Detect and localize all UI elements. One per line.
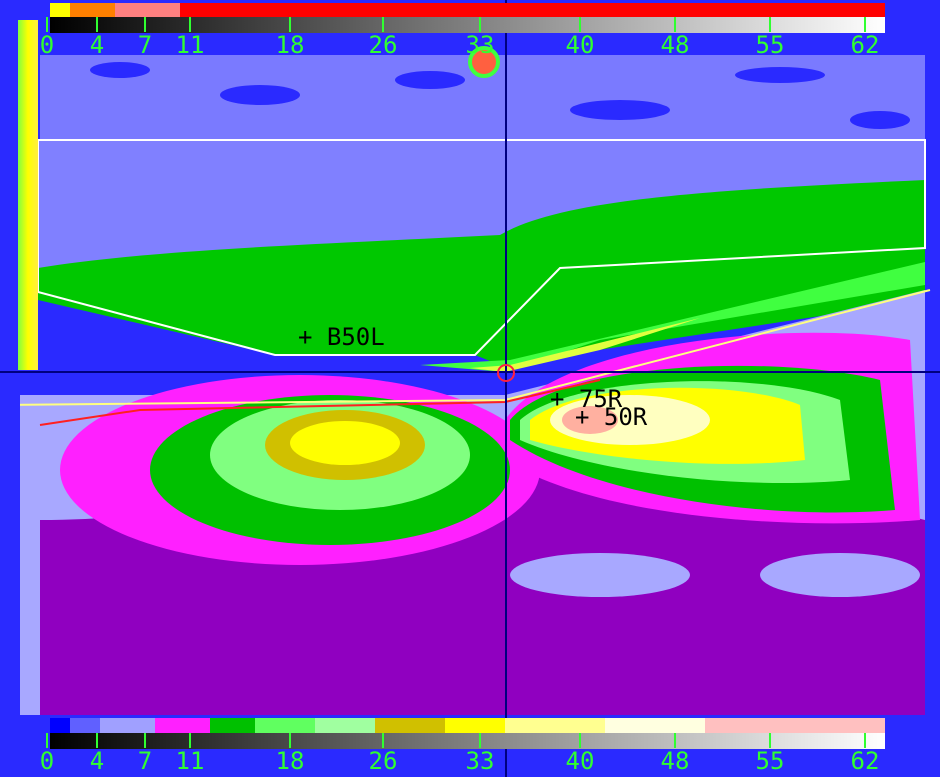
yellow-wedge — [470, 318, 700, 372]
scale-labels: 0 0 4 4 7 7 11 11 18 18 26 26 33 33 40 40 48 48 55 55 62 62 — [40, 17, 880, 775]
bottom-scale-label: 4 — [90, 747, 104, 775]
bottom-scale-label: 40 — [566, 747, 595, 775]
bottom-scale-label: 7 — [138, 747, 152, 775]
top-scale-label: 4 — [90, 31, 104, 59]
top-scale-label: 7 — [138, 31, 152, 59]
top-color-strip — [50, 3, 885, 17]
top-scale-label: 18 — [276, 31, 305, 59]
bottom-scale-label: 26 — [369, 747, 398, 775]
top-scale-label: 26 — [369, 31, 398, 59]
top-scale-label: 48 — [661, 31, 690, 59]
top-gray-strip — [50, 17, 885, 33]
lavender-blob — [510, 553, 690, 597]
r75-label: + 75R — [550, 385, 623, 413]
pink-core — [562, 406, 618, 434]
top-scale-label: 40 — [566, 31, 595, 59]
top-scale-label: 11 — [176, 31, 205, 59]
zone-polygon — [37, 139, 926, 356]
bottom-scale-label: 62 — [851, 747, 880, 775]
left-bar — [18, 20, 38, 370]
bottom-scale-label: 0 — [40, 747, 54, 775]
yellow-left — [290, 421, 400, 465]
r50-label: + 50R — [575, 403, 648, 431]
bottom-scale-label: 33 — [466, 747, 495, 775]
left-edge — [0, 0, 20, 777]
strip-seg — [70, 3, 115, 17]
hotspot — [468, 46, 500, 78]
top-scale-label: 0 — [40, 31, 54, 59]
strip-seg — [115, 3, 180, 17]
speckles — [90, 62, 910, 129]
red-line — [39, 379, 601, 426]
bottom-gray-strip — [50, 733, 885, 749]
top-scale-label: 55 — [756, 31, 785, 59]
bottom-scale-label: 18 — [276, 747, 305, 775]
bottom-strip-segments — [50, 718, 705, 733]
lavender-blob — [760, 553, 920, 597]
green-band — [38, 180, 925, 355]
top-scale-label: 62 — [851, 31, 880, 59]
b50l-label: + B50L — [298, 323, 385, 351]
top-scale-label: 33 — [466, 31, 495, 59]
green-band-lower — [38, 248, 925, 365]
bottom-scale-label: 48 — [661, 747, 690, 775]
strip-seg — [50, 3, 70, 17]
center-marker — [497, 364, 515, 382]
bottom-scale-label: 11 — [176, 747, 205, 775]
bottom-scale-label: 55 — [756, 747, 785, 775]
